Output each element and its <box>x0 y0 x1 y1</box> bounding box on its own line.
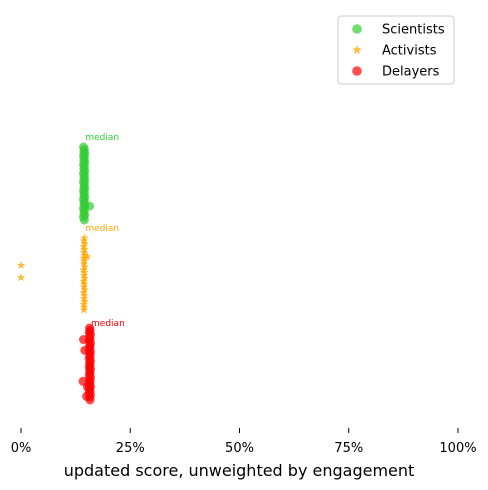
legend-label: Delayers <box>382 65 440 80</box>
data-point <box>79 247 89 256</box>
series-activists: median <box>16 224 119 314</box>
data-point <box>79 271 89 280</box>
data-point <box>83 252 92 261</box>
legend-marker <box>352 44 362 55</box>
data-point <box>79 242 88 251</box>
x-tick-label: 75% <box>334 441 363 456</box>
data-point <box>80 233 89 242</box>
data-point <box>80 296 89 305</box>
data-point <box>79 253 88 262</box>
plot-area: median median median <box>16 133 125 405</box>
x-axis-title: updated score, unweighted by engagement <box>64 461 415 480</box>
data-point <box>79 305 89 314</box>
legend-label: Scientists <box>382 23 445 38</box>
median-label: median <box>91 319 125 329</box>
data-point <box>79 259 89 268</box>
data-point <box>16 260 26 269</box>
data-point <box>79 294 89 303</box>
median-label: median <box>85 133 119 143</box>
data-point <box>80 291 89 300</box>
data-point <box>80 239 89 248</box>
data-point <box>79 282 89 291</box>
data-point <box>80 345 90 355</box>
data-point <box>79 215 89 225</box>
x-axis: 0% 25% 50% 75% 100% <box>11 428 477 456</box>
legend-frame <box>337 15 455 85</box>
legend-label: Activists <box>382 44 437 59</box>
data-point <box>80 285 89 294</box>
x-tick-label: 25% <box>116 441 145 456</box>
data-point <box>16 273 26 282</box>
legend-marker <box>352 66 362 76</box>
legend: Scientists Activists Delayers <box>337 15 455 85</box>
data-point <box>82 382 92 392</box>
data-point <box>79 299 88 308</box>
data-point <box>79 236 89 245</box>
x-tick-label: 50% <box>225 441 254 456</box>
series-scientists: median <box>78 133 119 225</box>
data-point <box>85 201 95 211</box>
data-point <box>80 302 89 311</box>
x-tick-label: 0% <box>11 441 32 456</box>
data-point <box>79 288 88 297</box>
data-point <box>80 245 89 254</box>
legend-marker <box>352 24 362 34</box>
series-delayers: median <box>78 319 125 405</box>
data-point <box>80 250 89 259</box>
data-point <box>80 262 89 271</box>
data-point <box>82 391 92 401</box>
data-point <box>80 268 89 277</box>
data-point <box>80 256 89 265</box>
x-tick-label: 100% <box>439 441 476 456</box>
data-point <box>80 279 89 288</box>
data-point <box>78 335 88 345</box>
data-point <box>79 265 88 274</box>
median-label: median <box>85 224 119 234</box>
data-point <box>79 276 88 285</box>
data-point <box>80 273 89 282</box>
